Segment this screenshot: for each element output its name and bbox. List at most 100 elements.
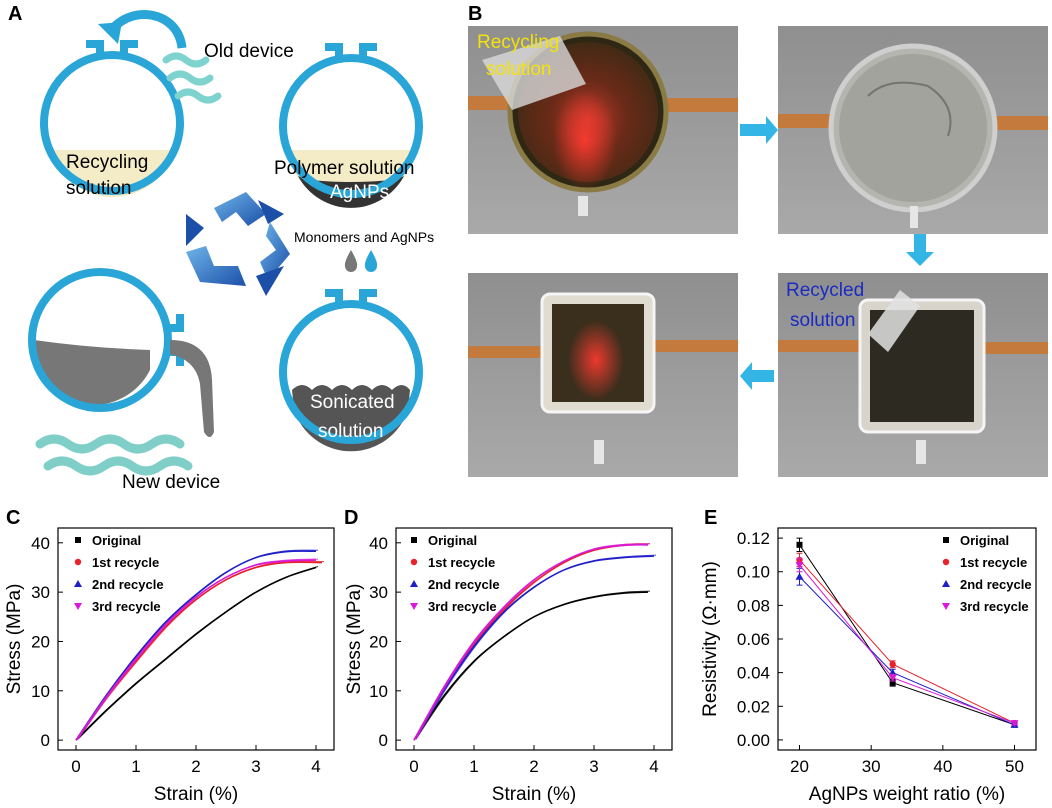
flask-body (28, 268, 172, 412)
led (578, 196, 588, 216)
b-recycling-text: Recycling (477, 32, 559, 53)
old-device-icon (162, 52, 222, 104)
legend-label: 2nd recycle (960, 577, 1032, 592)
drop-gray-icon (344, 250, 358, 272)
legend-label: 3rd recycle (960, 599, 1029, 614)
legend-label: Original (960, 533, 1009, 548)
arrow-right-icon (740, 116, 778, 144)
led (594, 440, 604, 464)
y-tick-label: 0 (41, 731, 50, 750)
series-line-replicate (415, 543, 651, 740)
x-tick-label: 0 (71, 757, 80, 776)
panel-d-label: D (344, 507, 358, 529)
led (916, 440, 926, 464)
photo-dissolved (778, 26, 1048, 234)
x-tick-label: 3 (589, 757, 598, 776)
monomers-text: Monomers and AgNPs (294, 229, 434, 245)
recycle-icon (186, 192, 290, 296)
drop-blue-icon (364, 250, 378, 272)
legend-label: 1st recycle (960, 555, 1027, 570)
data-point (795, 572, 804, 580)
flask-polymer: Polymer solution AgNPs (274, 43, 423, 208)
watermark-logo-icon (9, 781, 27, 799)
copper-tape-left (778, 340, 878, 352)
pouring-stream (170, 340, 214, 437)
flask-sonicated: Sonicated solution (279, 289, 423, 452)
y-axis-label: Stress (MPa) (344, 584, 365, 695)
x-axis-label: Strain (%) (154, 784, 238, 805)
legend-label: 1st recycle (428, 555, 495, 570)
data-point (889, 679, 896, 686)
pouring-bottle (482, 36, 586, 110)
series-line-replicate (415, 554, 657, 740)
new-device-text: New device (122, 472, 220, 493)
arrow-down-icon (906, 234, 934, 266)
x-tick-label: 3 (251, 757, 260, 776)
photo-new-device (468, 273, 738, 477)
series-line-replicate (415, 543, 651, 740)
x-tick-label: 1 (469, 757, 478, 776)
return-arrowhead (98, 22, 122, 44)
sonicated-solution-text: solution (318, 421, 384, 442)
series-line-0 (799, 544, 1015, 726)
y-tick-label: 10 (369, 682, 388, 701)
series-line-1 (413, 543, 649, 741)
legend-marker (411, 537, 417, 543)
y-tick-label: 20 (369, 632, 388, 651)
watermark-text: 大数跨境 (42, 781, 110, 801)
legend-label: Original (92, 533, 141, 548)
y-tick-label: 0.00 (737, 731, 770, 750)
legend-label: 3rd recycle (92, 599, 161, 614)
legend-marker (410, 558, 418, 566)
panel-e: E 20 30 40 50 0.00 0.02 0.04 0.06 0.08 0.10 0.12 Ag… (700, 507, 1037, 805)
x-tick-label: 2 (191, 757, 200, 776)
y-axis-label: Resistivity (Ω·mm) (700, 561, 721, 717)
b-recycled-solution-text: solution (790, 310, 856, 331)
y-tick-label: 0 (379, 731, 388, 750)
y-axis-label: Stress (MPa) (4, 584, 25, 695)
x-tick-label: 0 (409, 757, 418, 776)
y-tick-label: 30 (369, 583, 388, 602)
led (910, 206, 918, 228)
data-point (796, 541, 803, 548)
y-tick-label: 40 (369, 534, 388, 553)
polymer-solution-text: Polymer solution (274, 158, 414, 179)
y-tick-label: 30 (31, 583, 50, 602)
panel-b-label: B (468, 3, 482, 25)
legend-marker (943, 537, 949, 543)
x-axis-label: AgNPs weight ratio (%) (809, 784, 1005, 805)
legend-marker (74, 580, 82, 587)
legend-marker (74, 558, 82, 566)
y-tick-label: 0.08 (737, 596, 770, 615)
x-tick-label: 50 (1005, 757, 1024, 776)
series-line-0 (75, 566, 317, 741)
series-line-3 (413, 543, 649, 741)
legend-label: Original (428, 533, 477, 548)
photo-recycling: Recycling solution (468, 26, 738, 234)
flask-neck (325, 43, 377, 60)
x-tick-label: 30 (862, 757, 881, 776)
x-tick-label: 4 (311, 757, 320, 776)
copper-tape-right (648, 98, 738, 112)
y-tick-label: 0.02 (737, 697, 770, 716)
b-solution-text: solution (486, 59, 552, 80)
flask-body (279, 54, 423, 198)
flask-neck (86, 40, 138, 57)
agnps-text: AgNPs (330, 182, 389, 203)
legend-label: 3rd recycle (428, 599, 497, 614)
panel-c-label: C (6, 507, 20, 529)
series-line-replicate (77, 565, 319, 740)
panel-a: A Recycling solution Old device Polymer … (8, 3, 434, 493)
y-tick-label: 20 (31, 632, 50, 651)
old-device-text: Old device (204, 41, 294, 62)
solution-text: solution (66, 178, 132, 199)
series-line-0 (413, 591, 649, 741)
panel-a-label: A (8, 3, 22, 25)
pouring-liquid-inside (34, 340, 150, 406)
y-tick-label: 0.12 (737, 529, 770, 548)
data-point (1010, 720, 1019, 728)
y-tick-label: 10 (31, 682, 50, 701)
legend-marker (410, 580, 418, 587)
new-device-icon (35, 434, 193, 476)
